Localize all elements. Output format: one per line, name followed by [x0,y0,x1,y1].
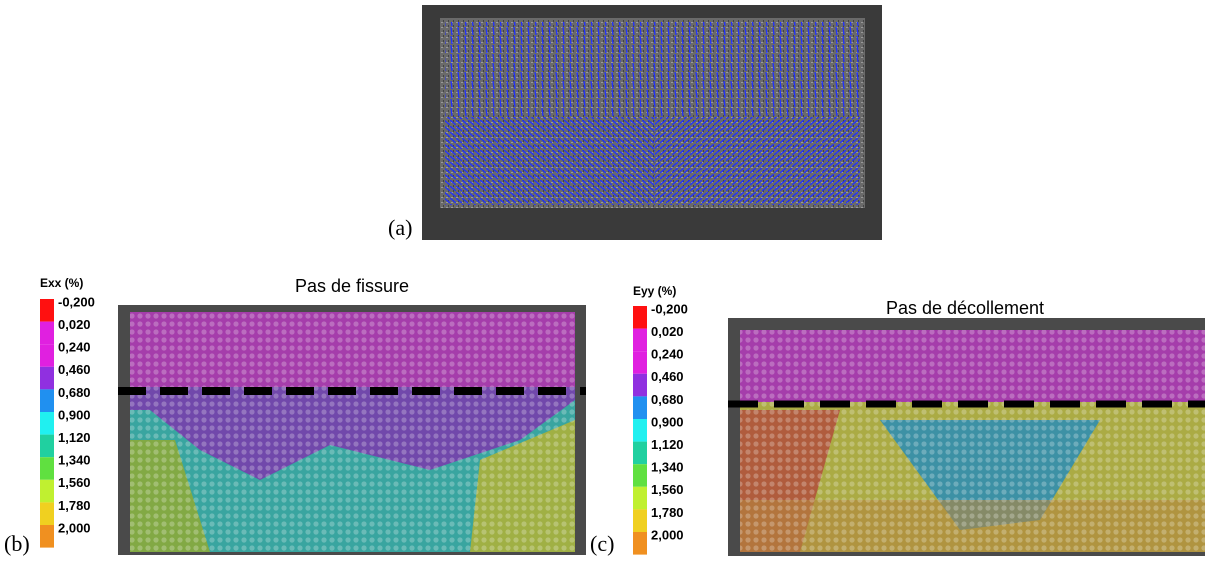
legend-label: 1,780 [58,498,91,513]
legend-label: 0,460 [58,362,91,377]
panel-title: Pas de décollement [886,298,1044,318]
legend-swatch [633,396,647,419]
legend-swatch [40,412,54,435]
legend-label: 0,020 [651,324,684,339]
legend-label: 1,560 [58,475,91,490]
panel-label: (c) [590,531,614,556]
panel-a: (a) [388,5,882,240]
legend-swatch [40,344,54,367]
legend-label: 2,000 [651,527,684,542]
legend-swatch [40,299,54,322]
legend-swatch [40,525,54,548]
legend-label: 0,680 [651,392,684,407]
legend-swatch [633,373,647,397]
legend-swatch [40,389,54,412]
legend-swatch [633,486,647,510]
legend-swatch [40,366,54,390]
legend-label: 1,340 [58,453,91,468]
legend-label: 0,900 [651,414,684,429]
legend-swatch [633,464,647,487]
point-grid [130,312,575,552]
legend-swatch [633,509,647,532]
legend-swatch [40,434,54,458]
legend-swatch [633,532,647,555]
legend-label: 0,240 [651,347,684,362]
legend-label: 2,000 [58,520,91,535]
panel-c: Pas de décollement (c) [590,298,1205,556]
legend-label: 1,780 [651,505,684,520]
legend-label: 0,240 [58,340,91,355]
legend-swatch [40,321,54,345]
legend-label: 0,460 [651,369,684,384]
vector-field [655,117,860,205]
legend-label: 1,560 [651,482,684,497]
legend-label: 0,020 [58,317,91,332]
panel-label: (a) [388,215,412,240]
legend-swatch [633,328,647,352]
legend-swatch [633,419,647,442]
legend-swatch [40,457,54,480]
vector-field [445,117,655,205]
legend-label: 1,120 [651,437,684,452]
legend-swatch [633,351,647,374]
point-grid [740,330,1205,552]
panel-title: Pas de fissure [295,276,409,296]
legend-label: -0,200 [651,301,688,316]
legend-swatch [40,502,54,525]
legend-label: -0,200 [58,294,95,309]
legend-label: 0,680 [58,385,91,400]
legend-swatch [633,441,647,465]
panel-b: Pas de fissure (b) [4,276,586,556]
legend-label: 1,120 [58,430,91,445]
legend-label: 1,340 [651,460,684,475]
legend-title: Eyy (%) [633,284,676,298]
vector-field [445,22,860,117]
legend-label: 0,900 [58,407,91,422]
legend-title: Exx (%) [40,276,83,290]
panel-label: (b) [4,531,30,556]
legend-swatch [40,479,54,503]
legend-swatch [633,306,647,329]
